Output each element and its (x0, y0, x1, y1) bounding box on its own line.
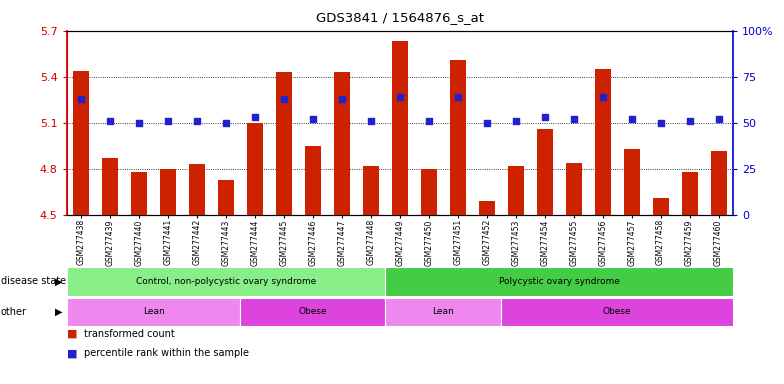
Text: ■: ■ (67, 348, 77, 358)
Text: Lean: Lean (433, 308, 454, 316)
Bar (305, 146, 321, 215)
Text: GDS3841 / 1564876_s_at: GDS3841 / 1564876_s_at (316, 12, 484, 25)
Bar (218, 180, 234, 215)
Text: Lean: Lean (143, 308, 165, 316)
Bar (247, 123, 263, 215)
Bar (710, 151, 727, 215)
Text: Polycystic ovary syndrome: Polycystic ovary syndrome (499, 277, 619, 286)
Bar (241, 298, 386, 326)
Point (597, 94, 609, 100)
Bar (681, 172, 698, 215)
Bar (501, 298, 733, 326)
Bar (363, 166, 379, 215)
Point (307, 116, 319, 122)
Point (336, 96, 348, 102)
Bar (508, 166, 524, 215)
Point (132, 120, 145, 126)
Bar (623, 149, 640, 215)
Bar (566, 163, 582, 215)
Bar (276, 72, 292, 215)
Text: ▶: ▶ (55, 307, 63, 317)
Point (510, 118, 522, 124)
Text: ▶: ▶ (55, 276, 63, 286)
Text: transformed count: transformed count (84, 329, 175, 339)
Bar (392, 41, 408, 215)
Point (249, 114, 261, 121)
Point (684, 118, 696, 124)
Bar (334, 72, 350, 215)
Bar (386, 298, 501, 326)
Bar (450, 60, 466, 215)
Text: ■: ■ (67, 329, 77, 339)
Point (74, 96, 87, 102)
Text: disease state: disease state (1, 276, 66, 286)
Point (162, 118, 174, 124)
Bar (67, 267, 386, 296)
Point (713, 116, 725, 122)
Bar (479, 201, 495, 215)
Text: Control, non-polycystic ovary syndrome: Control, non-polycystic ovary syndrome (136, 277, 316, 286)
Bar (421, 169, 437, 215)
Bar (595, 69, 611, 215)
Text: Obese: Obese (603, 308, 631, 316)
Bar (652, 198, 669, 215)
Text: other: other (1, 307, 27, 317)
Bar (73, 71, 89, 215)
Point (452, 94, 464, 100)
Point (655, 120, 667, 126)
Point (278, 96, 290, 102)
Bar (537, 129, 553, 215)
Bar (160, 169, 176, 215)
Point (220, 120, 232, 126)
Point (423, 118, 435, 124)
Bar (131, 172, 147, 215)
Bar (386, 267, 733, 296)
Point (481, 120, 493, 126)
Point (539, 114, 551, 121)
Text: percentile rank within the sample: percentile rank within the sample (84, 348, 249, 358)
Point (103, 118, 116, 124)
Point (568, 116, 580, 122)
Point (365, 118, 377, 124)
Bar (102, 158, 118, 215)
Text: Obese: Obese (299, 308, 327, 316)
Point (626, 116, 638, 122)
Bar (189, 164, 205, 215)
Bar (67, 298, 241, 326)
Point (191, 118, 203, 124)
Point (394, 94, 406, 100)
